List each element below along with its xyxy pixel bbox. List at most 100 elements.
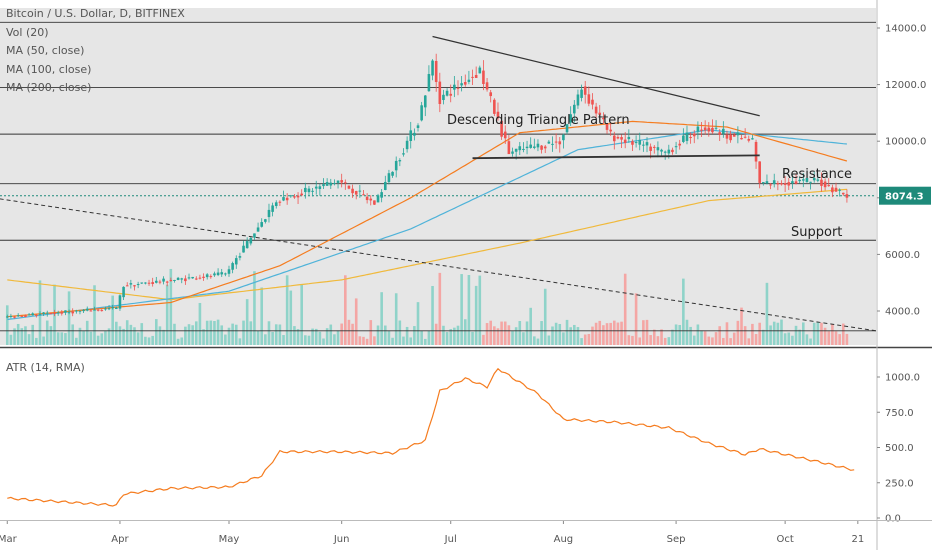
volume-bar: [805, 334, 809, 345]
volume-bar: [242, 320, 245, 345]
candle-body: [685, 132, 689, 141]
candle-body: [205, 274, 209, 278]
candle-body: [769, 184, 772, 186]
candle-body: [569, 114, 572, 123]
volume-bar: [129, 324, 133, 345]
candle-body: [249, 237, 253, 244]
candle-body: [278, 201, 282, 203]
candle-body: [841, 192, 845, 195]
candle-body: [431, 60, 434, 76]
candle-body: [351, 188, 354, 194]
candle-body: [718, 132, 722, 135]
candle-body: [365, 196, 369, 201]
candle-body: [478, 67, 482, 74]
candle-body: [394, 160, 398, 171]
pattern-label: Descending Triangle Pattern: [447, 113, 630, 128]
candle-body: [434, 60, 438, 83]
volume-bar: [496, 328, 500, 345]
candle-body: [100, 310, 104, 312]
volume-bar: [765, 282, 769, 345]
candle-body: [242, 245, 245, 253]
candle-body: [594, 106, 598, 114]
candle-body: [427, 73, 431, 92]
volume-bar: [845, 333, 849, 345]
volume-bar: [489, 320, 493, 345]
volume-bar: [45, 320, 49, 345]
volume-bar: [725, 322, 729, 345]
time-tick-label: Oct: [776, 534, 793, 545]
volume-bar: [67, 291, 71, 345]
time-tick-label: Jun: [333, 534, 350, 545]
candle-body: [238, 256, 242, 258]
volume-bar: [685, 319, 689, 345]
volume-bar: [238, 338, 242, 345]
candle-body: [453, 84, 456, 90]
volume-bar: [769, 325, 772, 345]
candle-body: [147, 282, 151, 284]
candle-body: [285, 197, 289, 201]
candle-body: [267, 209, 271, 218]
candle-body: [9, 315, 13, 317]
volume-bar: [333, 334, 336, 345]
volume-bar: [478, 275, 482, 345]
candle-body: [311, 190, 314, 192]
volume-bar: [311, 328, 314, 345]
volume-bar: [791, 335, 794, 345]
candle-body: [649, 146, 652, 151]
volume-bar: [27, 334, 31, 345]
volume-bar: [42, 336, 45, 345]
candle-body: [714, 127, 718, 129]
candle-body: [216, 272, 220, 276]
candle-body: [558, 141, 562, 145]
candle-body: [107, 308, 111, 310]
volume-bar: [85, 320, 89, 345]
volume-bar: [493, 326, 496, 345]
candle-body: [503, 131, 507, 139]
candle-body: [533, 146, 536, 148]
volume-bar: [249, 321, 253, 345]
volume-bar: [191, 325, 194, 345]
volume-bar: [503, 321, 507, 345]
candle-body: [202, 276, 205, 278]
candle-body: [660, 149, 663, 152]
volume-bar: [231, 323, 234, 345]
volume-bar: [362, 336, 365, 345]
candle-body: [354, 191, 358, 195]
main-legend: Bitcoin / U.S. Dollar, D, BITFINEX Vol (…: [6, 7, 185, 374]
volume-bar: [682, 278, 685, 345]
volume-bar: [827, 331, 831, 345]
candle-body: [482, 70, 485, 85]
volume-bar: [656, 336, 660, 345]
candle-body: [71, 311, 74, 314]
volume-bar: [245, 299, 249, 345]
volume-bar: [358, 336, 362, 345]
volume-bar: [442, 325, 445, 345]
triangle-lower-line: [472, 154, 760, 160]
candle-body: [173, 279, 176, 281]
candle-body: [591, 99, 594, 105]
candle-body: [245, 241, 249, 249]
volume-bar: [71, 324, 74, 345]
volume-bar: [605, 323, 609, 345]
volume-bar: [431, 285, 434, 345]
candle-body: [518, 146, 522, 151]
volume-bar: [562, 332, 565, 345]
volume-bar: [340, 323, 343, 345]
volume-bar: [158, 326, 162, 345]
candle-body: [743, 136, 747, 138]
price-tick-label: 12000.0: [885, 80, 926, 91]
candle-body: [612, 135, 616, 142]
volume-bar: [667, 337, 671, 345]
candle-body: [758, 161, 761, 183]
support-label: Support: [791, 225, 842, 240]
candle-body: [194, 278, 198, 280]
candle-body: [136, 284, 140, 286]
volume-bar: [616, 322, 620, 345]
volume-bar: [794, 325, 798, 345]
candle-body: [89, 310, 93, 312]
candle-body: [325, 182, 329, 186]
volume-bar: [351, 323, 354, 345]
volume-bar: [652, 329, 656, 345]
volume-bar: [692, 335, 696, 345]
candle-body: [445, 90, 449, 96]
